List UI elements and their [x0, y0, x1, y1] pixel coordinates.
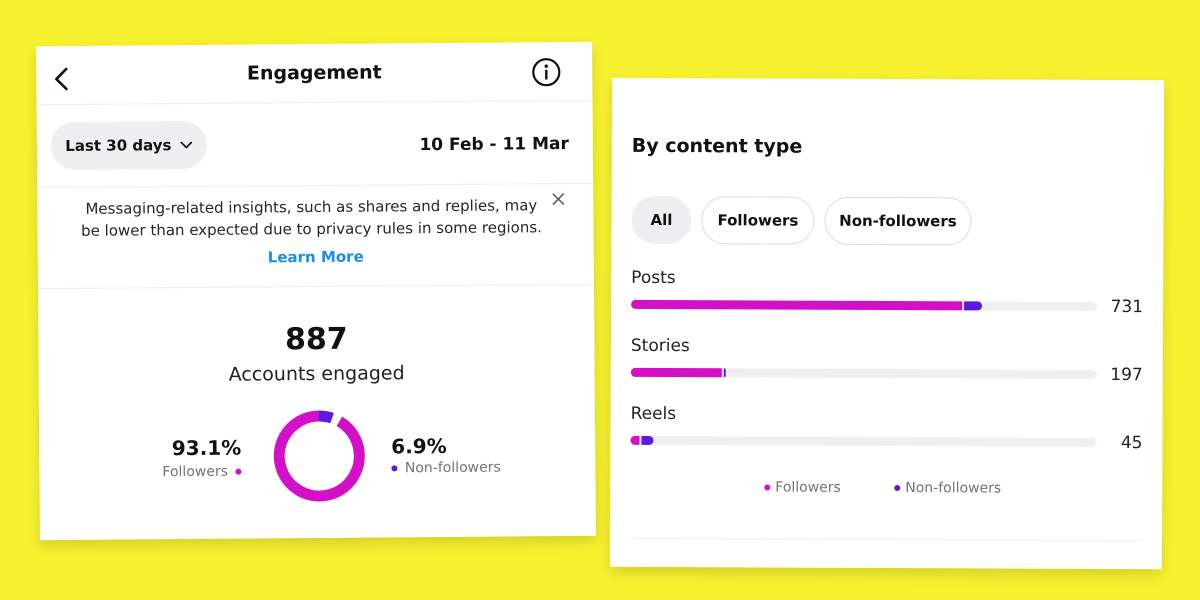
engagement-card: Engagement Last 30 days 10 Feb - 11 Mar …: [36, 41, 596, 541]
reels-followers-bar: [630, 435, 640, 445]
chevron-down-icon: [180, 141, 192, 148]
header-divider: [36, 99, 593, 106]
posts-non-followers-bar: [963, 301, 983, 311]
legend-non-followers-label: Non-followers: [905, 480, 1002, 497]
privacy-notice-text: Messaging-related insights, such as shar…: [81, 196, 542, 240]
followers-legend: Followers: [39, 463, 242, 482]
posts-followers-bar: [631, 299, 962, 311]
stories-bar-track: [630, 367, 1097, 379]
legend-non-followers-dot: [894, 485, 901, 492]
non-followers-dot: [391, 465, 398, 472]
info-circle-icon[interactable]: [530, 56, 562, 88]
reels-label: Reels: [630, 403, 677, 425]
non-followers-label: Non-followers: [404, 459, 501, 477]
stories-label: Stories: [630, 335, 690, 357]
donut-followers-arc: [273, 410, 365, 502]
posts-value: 731: [1110, 296, 1144, 318]
filter-all-button[interactable]: All: [631, 195, 692, 245]
reels-non-followers-bar: [641, 435, 654, 445]
stories-followers-bar: [630, 367, 722, 378]
date-filter-label: Last 30 days: [65, 136, 172, 155]
accounts-engaged-label: Accounts engaged: [228, 362, 405, 386]
stories-value: 197: [1110, 364, 1143, 386]
legend-non-followers: Non-followers: [894, 480, 1001, 496]
followers-dot: [235, 468, 242, 475]
page-title: Engagement: [246, 61, 382, 85]
date-range: 10 Feb - 11 Mar: [419, 134, 569, 156]
legend-followers-dot: [764, 484, 771, 491]
filter-non-followers-button[interactable]: Non-followers: [824, 196, 972, 246]
legend-followers-label: Followers: [775, 479, 841, 496]
followers-label: Followers: [162, 463, 229, 481]
non-followers-legend: Non-followers: [391, 459, 501, 477]
posts-label: Posts: [631, 267, 676, 289]
filter-followers-button[interactable]: Followers: [701, 196, 815, 245]
reels-bar-track: [630, 435, 1097, 447]
reels-value: 45: [1120, 433, 1143, 454]
donut-non-followers-arc: [273, 410, 365, 502]
date-filter-dropdown[interactable]: Last 30 days: [50, 120, 208, 171]
followers-percent: 93.1%: [171, 435, 242, 461]
notice-divider-top: [37, 182, 594, 189]
posts-bar-track: [631, 299, 1098, 311]
close-icon[interactable]: [551, 192, 565, 206]
chevron-left-icon[interactable]: [50, 65, 74, 93]
legend-followers: Followers: [764, 479, 841, 496]
non-followers-percent: 6.9%: [391, 433, 447, 459]
card-bottom-divider: [630, 537, 1143, 542]
stories-non-followers-bar: [723, 368, 726, 378]
learn-more-link[interactable]: Learn More: [267, 247, 364, 267]
accounts-engaged-count: 887: [284, 321, 348, 358]
content-type-card: By content type All Followers Non-follow…: [609, 77, 1165, 570]
notice-divider-bottom: [37, 283, 594, 290]
section-title: By content type: [631, 134, 803, 158]
engagement-donut-chart: [273, 410, 365, 502]
